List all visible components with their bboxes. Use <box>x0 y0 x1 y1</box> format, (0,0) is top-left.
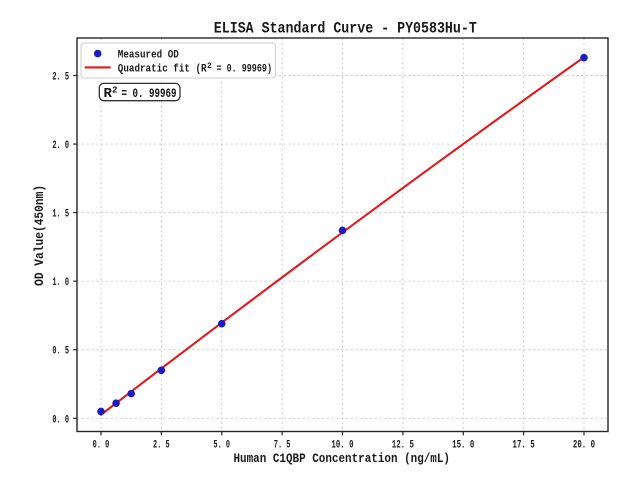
svg-text:Human C1QBP Concentration (ng/: Human C1QBP Concentration (ng/mL) <box>234 451 451 466</box>
svg-text:Quadratic fit (R: Quadratic fit (R <box>118 64 207 76</box>
svg-text:2. 5: 2. 5 <box>153 439 170 451</box>
svg-text:17. 5: 17. 5 <box>513 439 535 451</box>
svg-text:= 0. 99969: = 0. 99969 <box>122 86 177 101</box>
svg-text:OD Value(450nm): OD Value(450nm) <box>32 185 47 286</box>
svg-text:5. 0: 5. 0 <box>213 439 230 451</box>
svg-text:0. 0: 0. 0 <box>93 439 110 451</box>
svg-text:2: 2 <box>207 62 212 71</box>
svg-text:0. 5: 0. 5 <box>52 346 69 358</box>
svg-text:15. 0: 15. 0 <box>452 439 474 451</box>
svg-text:1. 0: 1. 0 <box>52 277 69 289</box>
svg-text:10. 0: 10. 0 <box>331 439 353 451</box>
svg-text:2. 0: 2. 0 <box>52 140 69 152</box>
svg-text:1. 5: 1. 5 <box>52 209 69 221</box>
svg-text:0. 0: 0. 0 <box>52 414 69 426</box>
svg-text:2: 2 <box>112 86 117 96</box>
svg-text:ELISA Standard Curve - PY0583H: ELISA Standard Curve - PY0583Hu-T <box>214 19 477 37</box>
svg-text:20. 0: 20. 0 <box>573 439 595 451</box>
svg-text:R: R <box>104 86 113 102</box>
svg-text:= 0. 99969): = 0. 99969) <box>217 64 273 76</box>
svg-text:12. 5: 12. 5 <box>392 439 414 451</box>
svg-text:Measured OD: Measured OD <box>118 50 179 62</box>
svg-text:7. 5: 7. 5 <box>274 439 291 451</box>
svg-text:2. 5: 2. 5 <box>52 72 69 84</box>
